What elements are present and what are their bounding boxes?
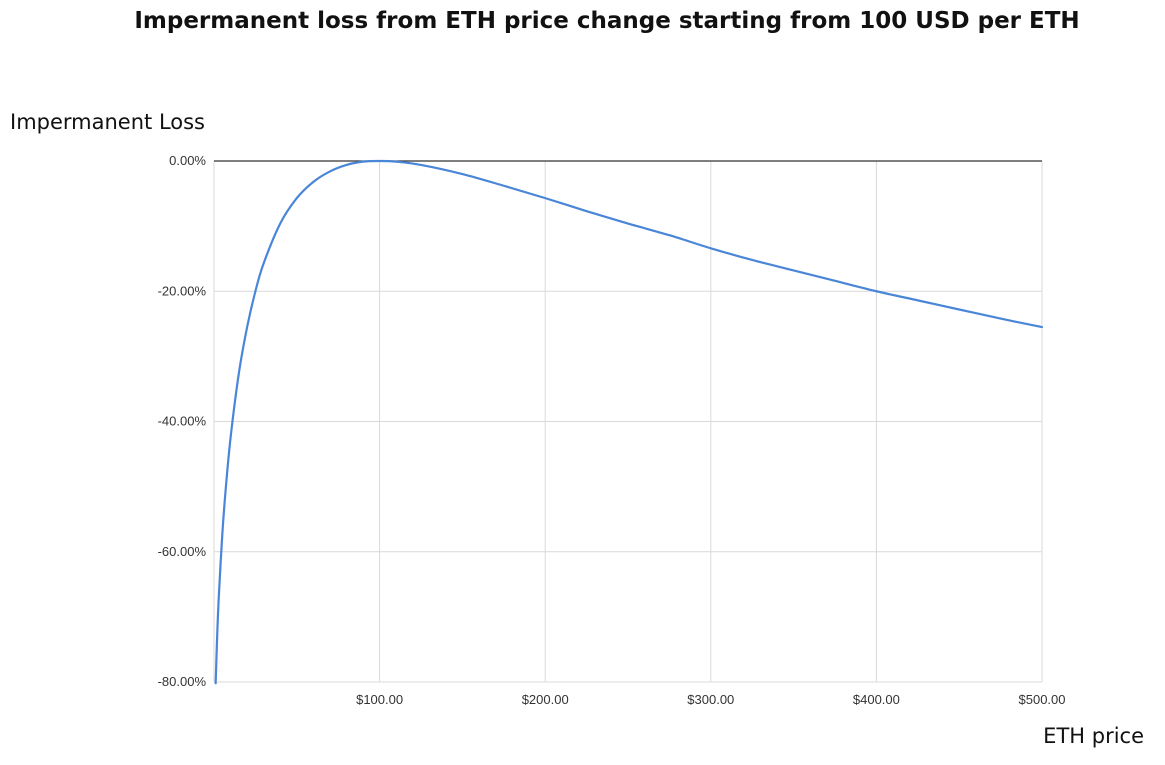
series-layer	[214, 159, 1044, 685]
y-tick-label: -60.00%	[158, 544, 207, 559]
x-tick-label: $500.00	[1019, 692, 1066, 707]
y-axis-title: Impermanent Loss	[10, 110, 205, 134]
x-tick-label: $100.00	[356, 692, 403, 707]
x-tick-label: $200.00	[522, 692, 569, 707]
chart-title: Impermanent loss from ETH price change s…	[134, 8, 1080, 34]
y-tick-label: -40.00%	[158, 414, 207, 429]
x-tick-label: $400.00	[853, 692, 900, 707]
tick-labels: 0.00% -20.00% -40.00% -60.00% -80.00% $100.00…	[158, 153, 1066, 707]
gridlines	[213, 161, 1043, 683]
y-tick-label: 0.00%	[169, 153, 206, 168]
x-axis-title: ETH price	[1043, 724, 1144, 748]
series-line	[214, 159, 1044, 685]
x-tick-label: $300.00	[687, 692, 734, 707]
y-tick-label: -20.00%	[158, 283, 207, 298]
y-tick-label: -80.00%	[158, 674, 207, 689]
